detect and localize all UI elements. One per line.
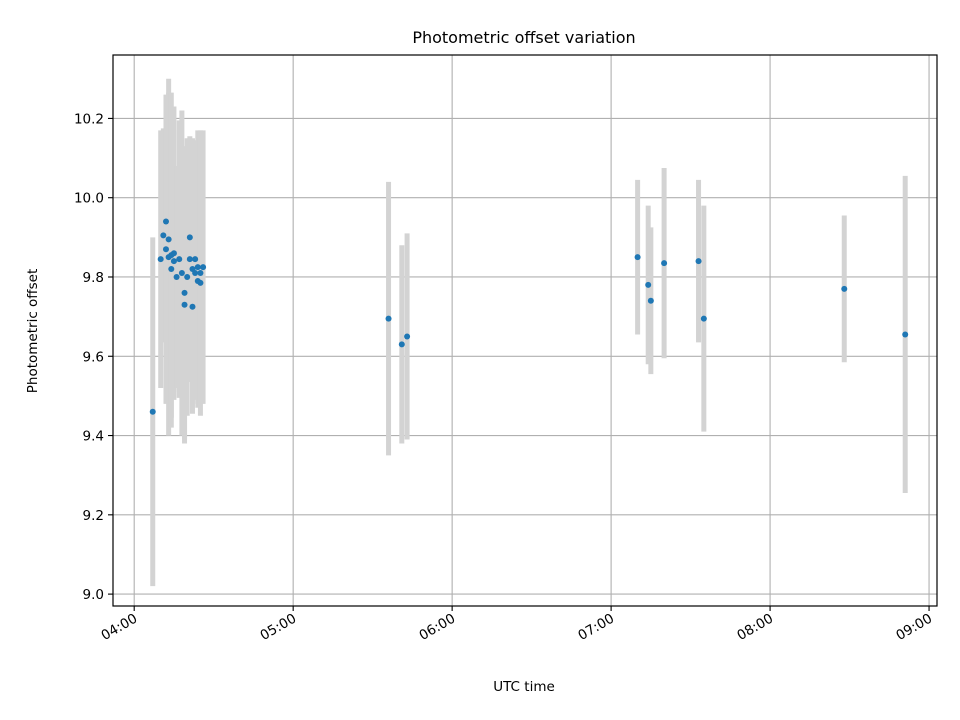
x-tick-label: 06:00: [416, 611, 458, 644]
data-point: [186, 234, 193, 241]
data-point: [197, 279, 204, 286]
y-ticks: 9.0 9.2 9.4 9.6 9.8 10.0 10.2: [74, 111, 113, 603]
data-point: [165, 236, 172, 243]
data-point: [189, 303, 196, 310]
data-point: [176, 256, 183, 263]
data-point: [385, 315, 392, 322]
y-tick-label: 10.0: [74, 191, 104, 207]
data-point: [695, 258, 702, 265]
chart-title: Photometric offset variation: [412, 28, 635, 47]
y-tick-label: 10.2: [74, 111, 104, 127]
data-point: [157, 256, 164, 263]
x-tick-label: 09:00: [893, 611, 935, 644]
data-point: [160, 232, 167, 239]
data-point: [184, 273, 191, 280]
data-point: [192, 256, 199, 263]
data-point: [162, 246, 169, 253]
y-tick-label: 9.4: [83, 429, 104, 445]
grid-layer: [113, 55, 937, 606]
x-tick-label: 04:00: [99, 611, 141, 644]
y-axis-label: Photometric offset: [25, 269, 41, 393]
x-axis-label: UTC time: [493, 679, 555, 695]
errorbar-layer: [150, 78, 908, 587]
point-layer: [149, 218, 909, 415]
x-tick-label: 07:00: [575, 611, 617, 644]
x-tick-label: 05:00: [257, 611, 299, 644]
data-point: [162, 218, 169, 225]
data-point: [647, 297, 654, 304]
y-tick-label: 9.2: [83, 508, 104, 524]
y-tick-label: 9.0: [83, 587, 104, 603]
data-point: [168, 266, 175, 273]
data-point: [700, 315, 707, 322]
data-point: [186, 256, 193, 263]
data-point: [194, 264, 201, 271]
data-point: [170, 250, 177, 257]
data-point: [404, 333, 411, 340]
data-point: [841, 285, 848, 292]
y-tick-label: 9.6: [83, 349, 104, 365]
data-point: [192, 270, 199, 277]
plot-frame: [112, 54, 938, 607]
data-point: [173, 273, 180, 280]
x-ticks: 04:00 05:00 06:00 07:00 08:00 09:00: [99, 606, 935, 644]
data-point: [181, 289, 188, 296]
data-point: [197, 270, 204, 277]
x-tick-label: 08:00: [734, 611, 776, 644]
data-point: [149, 408, 156, 415]
data-point: [645, 281, 652, 288]
y-tick-label: 9.8: [83, 270, 104, 286]
data-point: [902, 331, 909, 338]
data-point: [398, 341, 405, 348]
data-point: [178, 270, 185, 277]
data-point: [634, 254, 641, 261]
data-point: [170, 258, 177, 265]
data-point: [661, 260, 668, 267]
data-point: [200, 264, 207, 271]
data-point: [181, 301, 188, 308]
